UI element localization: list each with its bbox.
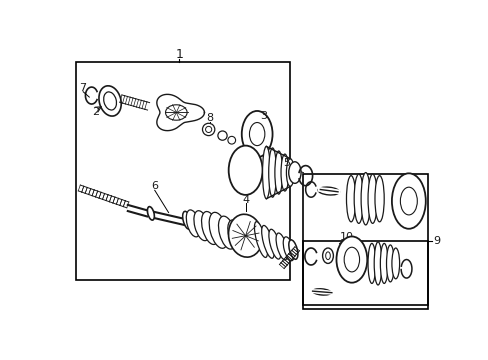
Ellipse shape xyxy=(391,173,425,229)
Ellipse shape xyxy=(360,172,369,225)
Text: 9: 9 xyxy=(432,236,440,246)
Polygon shape xyxy=(157,94,204,131)
Ellipse shape xyxy=(261,225,274,258)
Ellipse shape xyxy=(227,220,243,250)
Text: 10: 10 xyxy=(340,232,353,242)
Text: 3: 3 xyxy=(260,111,267,121)
Ellipse shape xyxy=(218,216,235,249)
Ellipse shape xyxy=(227,136,235,144)
Ellipse shape xyxy=(288,162,301,183)
Ellipse shape xyxy=(201,212,218,244)
Ellipse shape xyxy=(391,248,399,279)
Ellipse shape xyxy=(322,248,333,264)
Ellipse shape xyxy=(281,154,288,191)
Ellipse shape xyxy=(336,237,366,283)
Ellipse shape xyxy=(218,131,226,140)
Bar xyxy=(303,241,427,305)
Ellipse shape xyxy=(373,242,381,285)
Text: 8: 8 xyxy=(206,113,213,123)
Ellipse shape xyxy=(276,233,287,260)
Ellipse shape xyxy=(286,159,293,186)
Ellipse shape xyxy=(254,222,267,257)
Ellipse shape xyxy=(205,126,211,132)
Ellipse shape xyxy=(346,176,355,222)
Ellipse shape xyxy=(165,105,187,120)
Ellipse shape xyxy=(353,174,363,223)
Ellipse shape xyxy=(268,148,276,197)
Ellipse shape xyxy=(241,111,272,157)
Ellipse shape xyxy=(386,245,393,282)
Ellipse shape xyxy=(103,92,116,110)
Ellipse shape xyxy=(183,211,191,229)
Ellipse shape xyxy=(99,86,121,116)
Text: 7: 7 xyxy=(80,83,86,93)
Ellipse shape xyxy=(268,229,280,259)
Text: 6: 6 xyxy=(151,181,158,192)
Ellipse shape xyxy=(312,289,330,295)
Ellipse shape xyxy=(262,147,270,199)
Ellipse shape xyxy=(228,145,262,195)
Ellipse shape xyxy=(209,212,228,248)
Ellipse shape xyxy=(288,240,297,259)
Ellipse shape xyxy=(317,187,339,195)
Text: 1: 1 xyxy=(175,48,183,61)
Ellipse shape xyxy=(367,174,377,223)
Ellipse shape xyxy=(274,151,282,194)
Ellipse shape xyxy=(344,247,359,272)
Ellipse shape xyxy=(202,123,214,136)
Text: 5: 5 xyxy=(283,158,290,168)
Ellipse shape xyxy=(380,243,387,283)
Ellipse shape xyxy=(228,214,262,257)
Bar xyxy=(303,174,427,309)
Ellipse shape xyxy=(186,210,200,237)
Ellipse shape xyxy=(249,122,264,145)
Text: 2: 2 xyxy=(92,108,99,117)
Ellipse shape xyxy=(374,176,384,222)
Ellipse shape xyxy=(400,187,416,215)
Ellipse shape xyxy=(147,207,154,220)
Ellipse shape xyxy=(367,243,375,283)
Ellipse shape xyxy=(194,211,209,241)
Text: 4: 4 xyxy=(242,194,249,204)
Ellipse shape xyxy=(283,237,294,261)
Ellipse shape xyxy=(325,252,329,260)
Bar xyxy=(76,62,290,280)
